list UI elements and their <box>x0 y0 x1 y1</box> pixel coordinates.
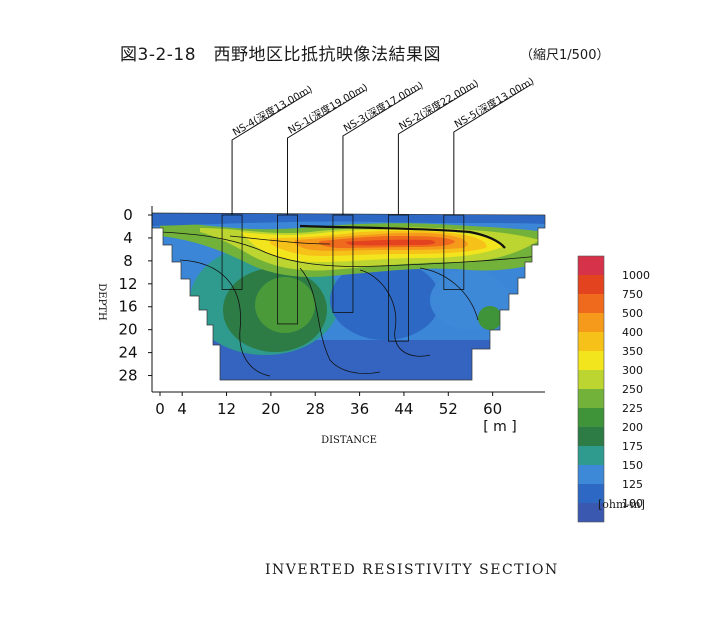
x-axis-unit-label: [ m ] <box>483 419 516 435</box>
y-tick-label: 8 <box>123 252 133 270</box>
colorbar-level-label: 150 <box>622 459 643 472</box>
colorbar-segment <box>578 294 604 313</box>
colorbar-segment <box>578 427 604 446</box>
section-outline <box>151 212 546 381</box>
colorbar-segment <box>578 503 604 522</box>
borehole-leader-line <box>287 89 366 215</box>
colorbar-level-label: 200 <box>622 421 643 434</box>
colorbar-segment <box>578 256 604 275</box>
colorbar-level-label: 175 <box>622 440 643 453</box>
borehole-leader-line <box>342 87 422 215</box>
colorbar-level-label: 250 <box>622 383 643 396</box>
x-tick-label: 20 <box>261 400 280 418</box>
colorbar-segment <box>578 313 604 332</box>
colorbar-unit-label: [ohm-m] <box>598 498 645 511</box>
colorbar-level-label: 400 <box>622 326 643 339</box>
borehole-leader-line <box>453 83 533 215</box>
y-tick-label: 24 <box>118 344 137 362</box>
resistivity-contour-image <box>152 213 545 380</box>
borehole-leader-line <box>397 85 477 215</box>
colorbar-segment <box>578 332 604 351</box>
x-tick-label: 52 <box>439 400 458 418</box>
section-caption: INVERTED RESISTIVITY SECTION <box>265 562 559 578</box>
colorbar-level-label: 1000 <box>622 269 650 282</box>
x-tick-label: 44 <box>394 400 413 418</box>
colorbar-segment <box>578 351 604 370</box>
scale-note: （縮尺1/500） <box>520 48 610 63</box>
x-tick-labels: 0 4 12 20 28 36 44 52 60 <box>155 392 502 418</box>
colorbar-level-label: 350 <box>622 345 643 358</box>
figure-title: 図3-2-18 西野地区比抵抗映像法結果図 <box>120 45 442 65</box>
colorbar-segment <box>578 408 604 427</box>
borehole-label: NS-5(深度13.00m) <box>452 74 537 130</box>
colorbar-level-label: 500 <box>622 307 643 320</box>
y-tick-label: 28 <box>118 367 137 385</box>
x-tick-label: 60 <box>483 400 502 418</box>
y-tick-label: 16 <box>118 298 137 316</box>
y-axis-label: DEPTH <box>96 283 107 321</box>
colorbar-level-label: 750 <box>622 288 643 301</box>
colorbar-segment <box>578 465 604 484</box>
colorbar-segment <box>578 370 604 389</box>
y-tick-label: 20 <box>118 321 137 339</box>
x-tick-label: 0 <box>155 400 165 418</box>
colorbar-segment <box>578 446 604 465</box>
colorbar: 1000 750 500 400 350 300 250 225 200 175 150 125 100 <box>577 255 650 523</box>
colorbar-segment <box>578 389 604 408</box>
borehole-leader-line <box>231 91 311 215</box>
colorbar-segment <box>578 275 604 294</box>
x-tick-label: 12 <box>217 400 236 418</box>
colorbar-level-label: 125 <box>622 478 643 491</box>
y-tick-label: 4 <box>123 229 133 247</box>
colorbar-segment <box>578 484 604 503</box>
x-tick-label: 4 <box>177 400 187 418</box>
colorbar-level-label: 300 <box>622 364 643 377</box>
x-tick-label: 36 <box>350 400 369 418</box>
x-tick-label: 28 <box>306 400 325 418</box>
colorbar-frame <box>577 255 605 523</box>
y-tick-label: 0 <box>123 206 133 224</box>
y-tick-label: 12 <box>118 275 137 293</box>
y-tick-labels: 0 4 8 12 16 20 24 28 <box>118 206 152 385</box>
colorbar-level-label: 100 <box>622 497 643 510</box>
x-axis-label: DISTANCE <box>321 435 377 446</box>
colorbar-level-label: 225 <box>622 402 643 415</box>
